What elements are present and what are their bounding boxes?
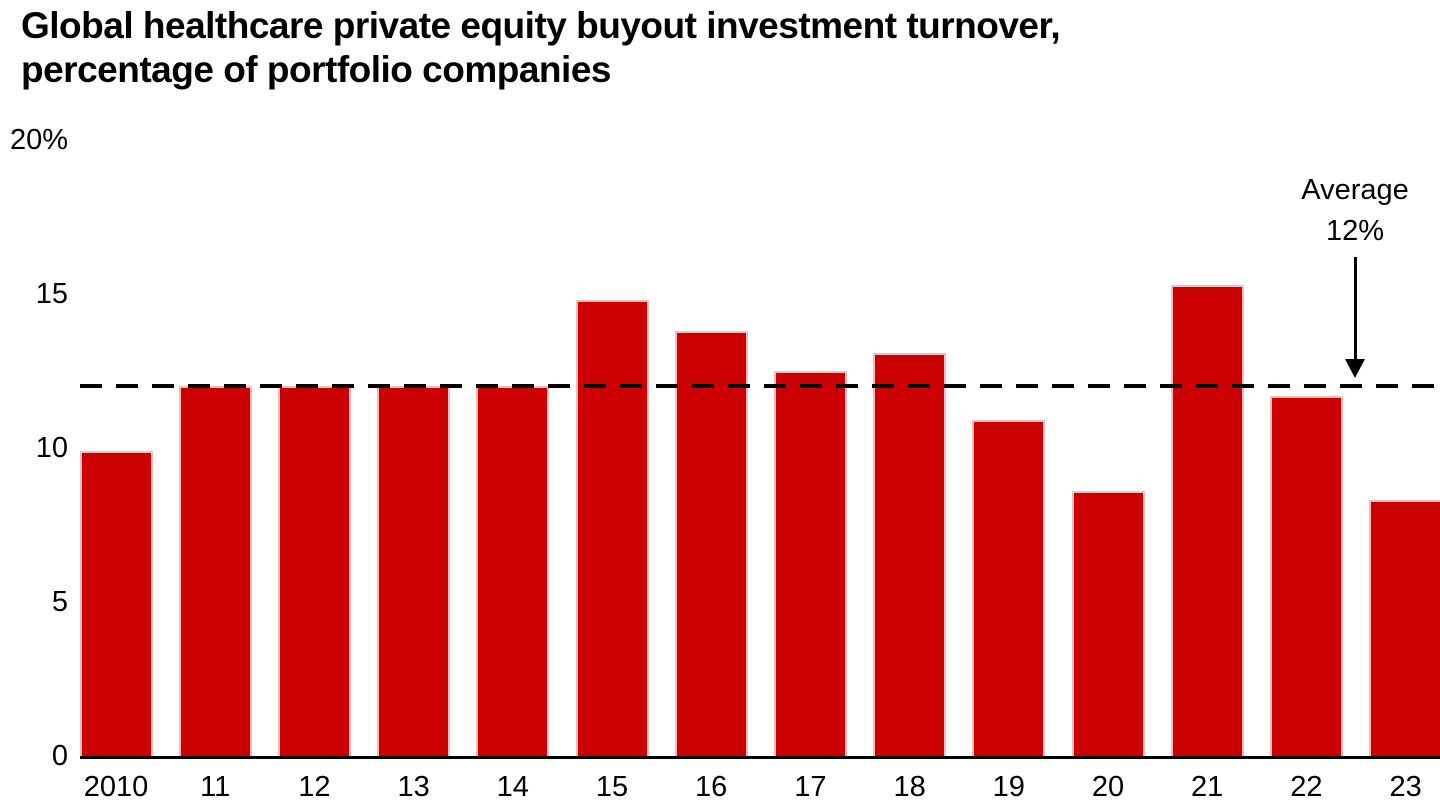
bar-23	[1369, 500, 1440, 756]
chart-title: Global healthcare private equity buyout …	[21, 5, 1061, 91]
x-tick-label: 15	[595, 771, 629, 803]
bar-18	[873, 352, 947, 756]
bar-12	[277, 386, 351, 756]
x-tick-label: 22	[1290, 771, 1323, 803]
y-tick-label: 10	[35, 432, 68, 464]
x-tick-label: 12	[298, 771, 331, 803]
x-tick-label: 20	[1091, 771, 1125, 803]
y-tick-label: 20%	[9, 124, 68, 156]
y-tick-label: 15	[35, 278, 68, 310]
bar-11	[178, 386, 252, 756]
x-tick-label: 19	[992, 771, 1025, 803]
bar-14	[476, 386, 550, 756]
x-tick-label: 14	[496, 771, 529, 803]
x-tick-label: 2010	[83, 771, 149, 803]
bar-20	[1071, 491, 1145, 756]
x-tick-label: 16	[695, 771, 728, 803]
x-axis-line	[80, 756, 1440, 759]
x-tick-label: 11	[200, 771, 231, 803]
bar-15	[575, 300, 649, 756]
average-annotation-label: Average 12%	[1301, 174, 1409, 247]
x-tick-label: 17	[794, 771, 827, 803]
x-tick-label: 23	[1389, 771, 1422, 803]
bar-2010	[79, 451, 153, 756]
bar-22	[1269, 395, 1343, 756]
arrow-line	[1354, 257, 1357, 361]
bar-16	[674, 330, 748, 756]
average-dashed-line	[80, 384, 1440, 389]
x-tick-label: 13	[397, 771, 430, 803]
bar-17	[773, 371, 847, 756]
bar-13	[377, 386, 451, 756]
bar-19	[972, 420, 1046, 756]
x-tick-label: 21	[1191, 771, 1224, 803]
y-tick-label: 0	[51, 740, 68, 772]
bar-21	[1170, 284, 1244, 756]
arrow-down-icon	[1345, 359, 1365, 378]
y-tick-label: 5	[51, 586, 68, 618]
x-tick-label: 18	[893, 771, 926, 803]
